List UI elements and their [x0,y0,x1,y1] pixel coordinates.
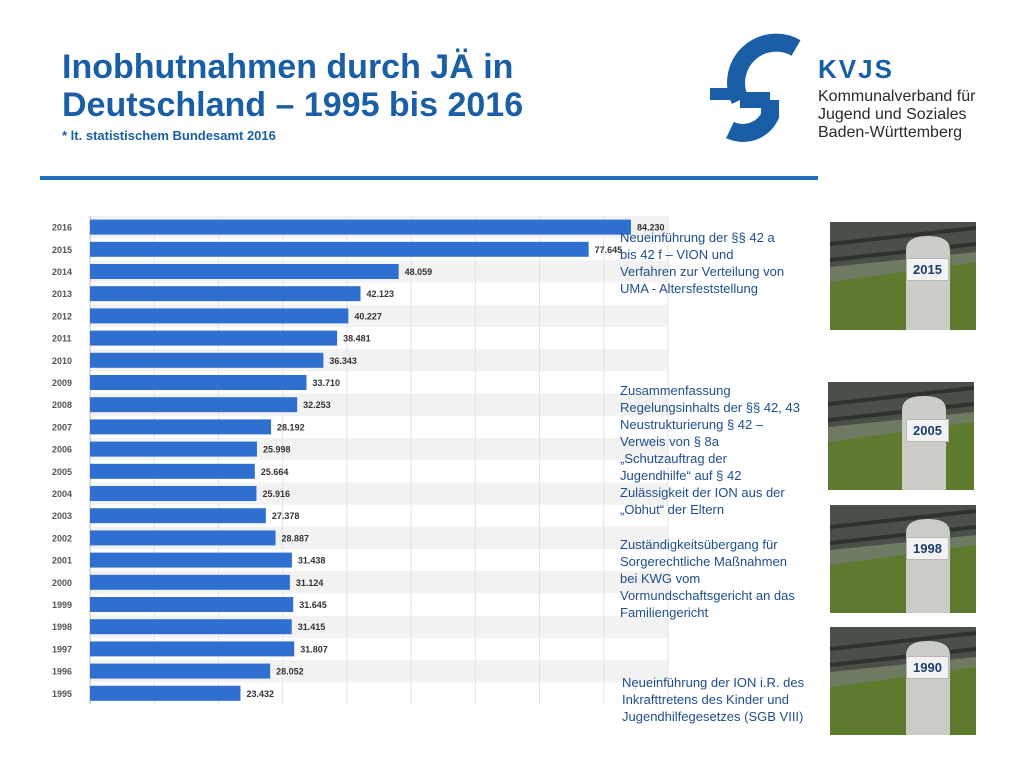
bar-2000 [90,574,290,590]
bar-2007 [90,419,272,435]
title-divider [40,176,818,180]
bar-2005 [90,463,255,479]
value-label-2014: 48.059 [405,267,433,277]
value-label-2003: 27.378 [272,511,300,521]
tick-label-2016: 2016 [52,223,72,233]
value-label-1999: 31.645 [299,600,327,610]
note-1998: Zuständigkeitsübergang für Sorgerechtlic… [620,537,795,620]
bar-2003 [90,508,266,524]
bar-2006 [90,441,257,457]
value-label-1997: 31.807 [300,644,328,654]
bar-2001 [90,552,292,568]
title-line-1: Inobhutnahmen durch JÄ in [62,48,514,86]
note-2005: Zusammenfassung Regelungsinhalts der §§ … [620,383,800,517]
bar-2004 [90,486,257,501]
bar-2015 [90,241,589,257]
bar-chart: 2016 84.230 2015 77.645 2014 48.059 2013 42.123… [52,216,669,705]
milestone-stone-icon [830,505,976,613]
tick-label-2001: 2001 [52,556,72,566]
milestone-photo-2005 [828,382,974,490]
value-label-2015: 77.645 [595,245,623,255]
bar-2008 [90,397,298,413]
milestone-label-1998: 1998 [906,537,949,560]
tick-label-2011: 2011 [52,334,72,344]
title-line-2: Deutschland – 1995 bis 2016 [62,86,524,124]
milestone-stone-icon [828,382,974,490]
bar-2014 [90,264,399,279]
bar-1995 [90,685,241,701]
note-1990: Neueinführung der ION i.R. des Inkrafttr… [622,675,805,724]
milestone-photo-1990 [830,627,976,735]
kvjs-logo-icon [710,33,801,142]
value-label-1995: 23.432 [246,689,274,699]
bar-2009 [90,375,307,390]
milestone-stone-icon [830,627,976,735]
value-label-2004: 25.916 [262,489,290,499]
tick-label-1999: 1999 [52,600,72,610]
bar-1999 [90,597,294,612]
value-label-2012: 40.227 [354,311,382,321]
page-subtitle: * lt. statistischem Bundesamt 2016 [62,128,276,143]
tick-label-2002: 2002 [52,533,72,543]
page-title: Inobhutnahmen durch JÄ in Deutschland – … [62,48,622,124]
bar-2012 [90,308,349,324]
value-label-1998: 31.415 [298,622,326,632]
tick-label-1995: 1995 [52,689,72,699]
tick-label-2003: 2003 [52,511,72,521]
value-label-1996: 28.052 [276,667,304,677]
value-label-2013: 42.123 [367,289,395,299]
value-label-2002: 28.887 [282,533,310,543]
bar-2010 [90,352,324,368]
tick-label-1997: 1997 [52,644,72,654]
value-label-2010: 36.343 [329,356,357,366]
milestone-photo-2015 [830,222,976,330]
value-label-2005: 25.664 [261,467,289,477]
bar-1997 [90,641,295,657]
value-label-2000: 31.124 [296,578,324,588]
tick-label-2006: 2006 [52,445,72,455]
tick-label-1996: 1996 [52,667,72,677]
tick-label-2015: 2015 [52,245,72,255]
tick-label-2008: 2008 [52,400,72,410]
value-label-2009: 33.710 [312,378,340,388]
tick-label-2012: 2012 [52,311,72,321]
value-label-2008: 32.253 [303,400,331,410]
logo-abbreviation: KVJS [818,54,894,84]
tick-label-2010: 2010 [52,356,72,366]
milestone-photo-1998 [830,505,976,613]
value-label-2001: 31.438 [298,556,326,566]
tick-label-2000: 2000 [52,578,72,588]
value-label-2011: 38.481 [343,334,371,344]
tick-label-2014: 2014 [52,267,72,277]
logo-line-1: Kommunalverband für [818,88,976,105]
milestone-label-2005: 2005 [906,419,949,442]
milestone-label-2015: 2015 [906,258,949,281]
logo-line-2: Jugend und Soziales [818,106,967,123]
milestone-label-1990: 1990 [906,656,949,679]
tick-label-2009: 2009 [52,378,72,388]
bar-2011 [90,330,338,346]
bar-2002 [90,530,276,546]
tick-label-2005: 2005 [52,467,72,477]
tick-label-2013: 2013 [52,289,72,299]
tick-label-2007: 2007 [52,422,72,432]
milestone-stone-icon [830,222,976,330]
bar-2013 [90,286,361,302]
note-2015: Neueinführung der §§ 42 a bis 42 f – VIO… [620,230,785,296]
bar-1996 [90,663,271,679]
value-label-2016: 84.230 [637,223,665,233]
bar-2016 [90,219,631,235]
value-label-2006: 25.998 [263,445,291,455]
value-label-2007: 28.192 [277,422,305,432]
tick-label-1998: 1998 [52,622,72,632]
bar-1998 [90,619,292,635]
logo-line-3: Baden-Württemberg [818,124,963,141]
tick-label-2004: 2004 [52,489,72,499]
